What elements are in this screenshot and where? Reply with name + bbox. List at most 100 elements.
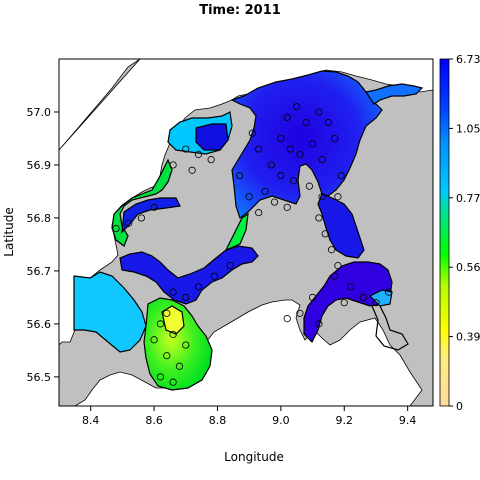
station-point (308, 293, 317, 301)
station-point (163, 309, 171, 317)
y-tick-label: 56.6 (27, 318, 52, 331)
colorbar-tick-label: 0.56 (456, 261, 480, 274)
region-west-arm-blue (195, 123, 229, 151)
station-point (169, 378, 177, 386)
station-point (321, 230, 329, 238)
station-point (359, 293, 367, 301)
colorbar: 0 0.39 0.56 0.77 1.05 6.73 (439, 53, 480, 413)
station-point (182, 341, 190, 349)
station-point (255, 209, 263, 217)
station-point (169, 330, 177, 339)
station-point (372, 299, 380, 307)
x-tick-label: 9.0 (272, 414, 290, 427)
region-middle-green (224, 212, 249, 252)
y-tick-label: 56.7 (27, 265, 52, 278)
region-west-channel-blue (121, 197, 181, 234)
station-point (277, 171, 285, 180)
fjord-network (73, 70, 424, 391)
station-point (308, 140, 317, 148)
region-southwest-bay (73, 271, 147, 353)
station-points (112, 103, 393, 386)
region-middle-channel (119, 245, 259, 305)
station-point (188, 166, 196, 174)
station-point (327, 246, 336, 254)
station-point (255, 145, 263, 153)
y-axis: 56.5 56.6 56.7 56.8 56.9 57.0 (27, 106, 59, 384)
station-point (226, 262, 234, 270)
region-northeast-inlet (365, 83, 424, 105)
station-point (340, 299, 348, 307)
station-point (182, 293, 190, 301)
y-tick-label: 56.9 (27, 159, 52, 172)
region-east-arm (303, 261, 393, 344)
x-tick-label: 8.6 (145, 414, 163, 427)
station-point (194, 283, 203, 291)
station-point (324, 118, 333, 127)
station-point (169, 161, 177, 169)
station-point (194, 150, 203, 158)
colorbar-tick-label: 1.05 (456, 122, 480, 135)
station-point (315, 320, 323, 328)
region-east-arm-cyan (368, 289, 393, 307)
station-point (283, 314, 291, 323)
station-point (315, 108, 323, 116)
station-point (385, 288, 393, 296)
station-point (302, 118, 310, 127)
station-point (296, 309, 304, 317)
station-point (207, 156, 215, 164)
station-point (125, 219, 133, 227)
colorbar-ticks: 0 0.39 0.56 0.77 1.05 6.73 (449, 53, 480, 413)
station-point (289, 177, 298, 185)
chart-title: Time: 2011 (199, 3, 281, 18)
station-point (245, 193, 253, 201)
y-axis-label: Latitude (2, 207, 16, 256)
station-point (182, 145, 190, 153)
station-point (236, 171, 244, 180)
station-point (156, 373, 165, 381)
station-point (283, 203, 291, 211)
region-west-channel (111, 158, 173, 247)
x-axis: 8.4 8.6 8.8 9.0 9.2 9.4 (82, 406, 416, 427)
station-point (318, 156, 326, 164)
station-point (337, 171, 345, 180)
station-point (286, 145, 294, 153)
y-tick-label: 56.8 (27, 212, 52, 225)
colorbar-tick-label: 0.77 (456, 192, 480, 205)
station-point (318, 193, 326, 201)
station-point (277, 134, 285, 143)
station-point (270, 198, 279, 206)
station-point (283, 113, 291, 121)
station-point (175, 362, 184, 370)
plot-area (59, 59, 433, 406)
station-point (169, 288, 177, 296)
station-point (267, 161, 275, 169)
station-point (334, 193, 342, 201)
colorbar-tick-label: 0.39 (456, 331, 480, 344)
station-point (112, 224, 120, 233)
station-point (346, 283, 355, 291)
x-tick-label: 8.4 (82, 414, 100, 427)
coast-inlet-south (371, 305, 409, 351)
x-tick-label: 9.4 (399, 414, 417, 427)
x-tick-label: 8.8 (209, 414, 227, 427)
station-point (156, 320, 165, 328)
station-point (248, 129, 256, 137)
y-tick-label: 56.5 (27, 371, 52, 384)
plot-frame (58, 58, 434, 407)
region-north-basin (230, 70, 383, 219)
x-axis-label: Longitude (224, 450, 284, 464)
station-point (305, 182, 313, 190)
station-point (331, 134, 339, 143)
region-south-yellow (161, 305, 185, 335)
station-point (163, 352, 171, 360)
colorbar-ramp (439, 58, 450, 407)
station-point (150, 336, 158, 344)
station-point (137, 214, 146, 222)
station-point (334, 262, 342, 270)
station-point (315, 214, 323, 222)
y-tick-label: 57.0 (27, 106, 52, 119)
station-point (331, 272, 339, 280)
station-point (150, 203, 158, 211)
station-point (293, 103, 301, 111)
